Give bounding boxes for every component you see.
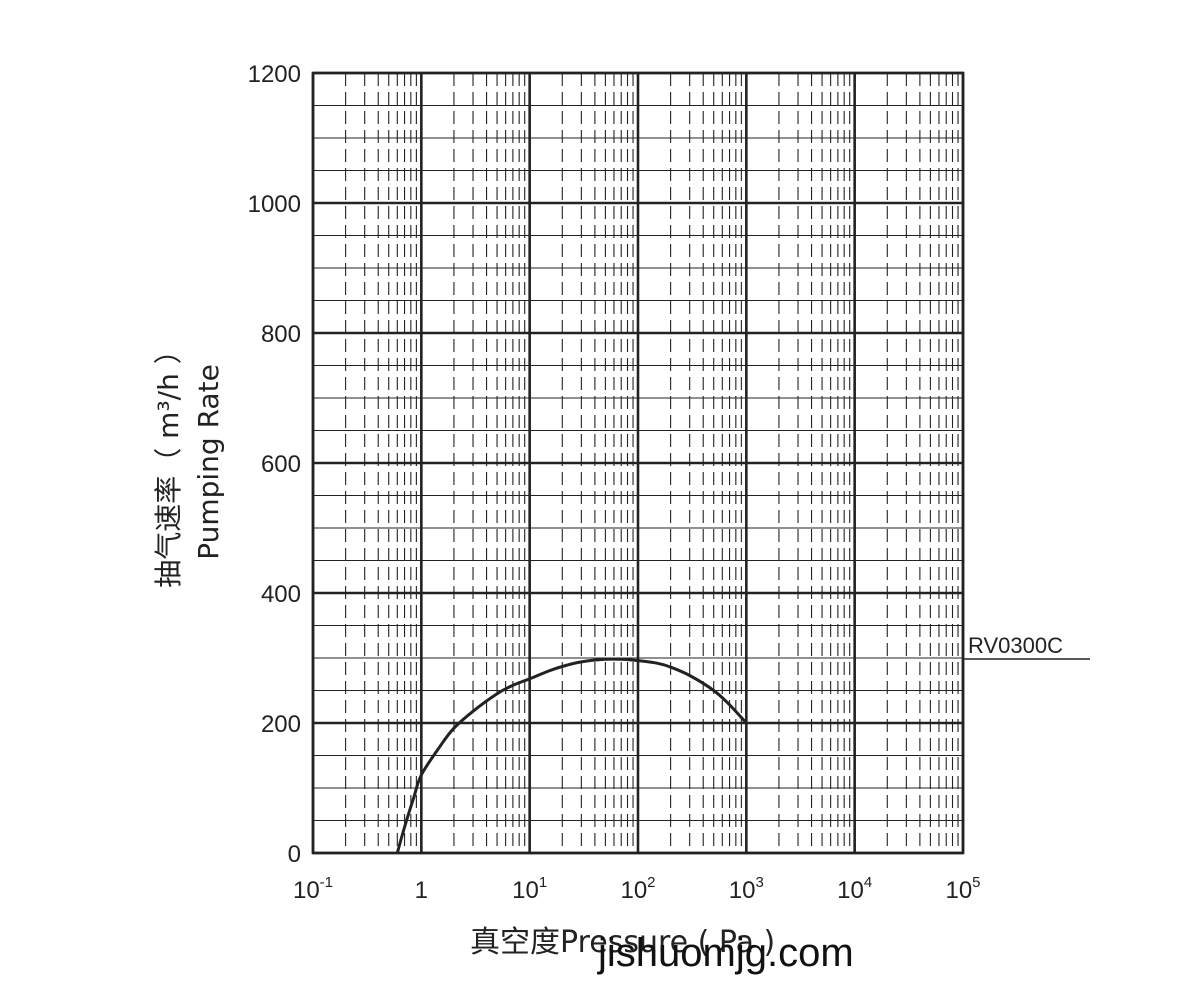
- grid: [311, 71, 965, 855]
- y-tick-labels: 0 200 400 600 800 1000 1200: [248, 61, 301, 868]
- y-axis-label-cn: 抽气速率（ m³/h ）: [152, 336, 185, 587]
- x-tick-label: 105: [945, 874, 980, 904]
- x-tick-label: 104: [837, 874, 872, 904]
- x-tick-label: 101: [512, 874, 547, 904]
- curve-layer: [395, 657, 748, 854]
- x-axis-label: 真空度Pressure ( Pa ): [470, 925, 775, 960]
- y-axis-label-en: Pumping Rate: [192, 364, 225, 560]
- plot-border: [311, 71, 965, 855]
- x-tick-label: 10-1: [293, 874, 333, 904]
- x-tick-label: 1: [415, 877, 428, 904]
- y-tick-label: 1000: [248, 191, 301, 218]
- watermark: jishuomjg.com: [597, 931, 854, 975]
- y-tick-label: 600: [261, 451, 301, 478]
- series-label: RV0300C: [968, 633, 1063, 658]
- y-tick-label: 800: [261, 321, 301, 348]
- y-tick-label: 0: [288, 841, 301, 868]
- x-tick-label: 102: [620, 874, 655, 904]
- y-tick-label: 200: [261, 711, 301, 738]
- y-tick-label: 1200: [248, 61, 301, 88]
- series-line-rv0300c: [395, 657, 748, 854]
- plot-frame: [311, 71, 965, 855]
- y-tick-label: 400: [261, 581, 301, 608]
- y-axis-label: 抽气速率（ m³/h ） Pumping Rate: [152, 336, 225, 587]
- x-tick-labels: 10-1 1 101 102 103 104 105: [293, 874, 981, 904]
- x-tick-label: 103: [729, 874, 764, 904]
